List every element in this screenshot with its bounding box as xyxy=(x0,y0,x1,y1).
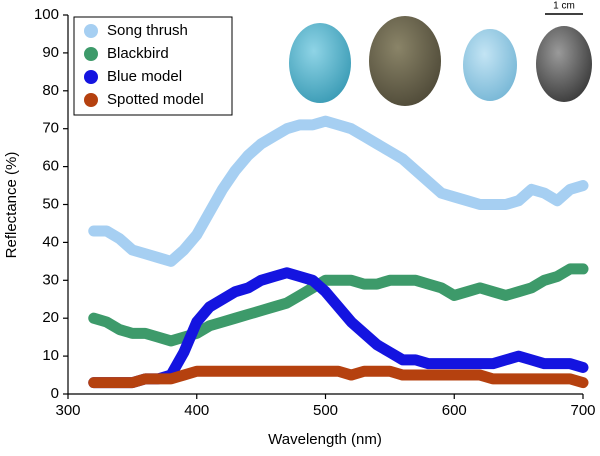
legend-marker xyxy=(84,24,98,38)
egg xyxy=(289,23,351,103)
legend: Song thrush Blackbird Blue model Spotted mo… xyxy=(73,16,233,116)
x-axis-title: Wavelength (nm) xyxy=(268,431,382,448)
x-tick-label: 500 xyxy=(313,402,338,419)
y-tick-label: 60 xyxy=(42,158,59,175)
y-axis-title: Reflectance (%) xyxy=(3,152,20,259)
egg xyxy=(536,26,592,102)
legend-label: Blackbird xyxy=(107,45,169,62)
egg xyxy=(369,16,441,106)
egg xyxy=(463,29,517,101)
legend-box xyxy=(73,16,233,116)
x-tick-label: 400 xyxy=(184,402,209,419)
legend-marker xyxy=(84,93,98,107)
legend-label: Spotted model xyxy=(107,91,204,108)
x-tick-label: 300 xyxy=(55,402,80,419)
legend-label: Song thrush xyxy=(107,22,188,39)
y-tick-label: 100 xyxy=(34,6,59,23)
y-tick-label: 70 xyxy=(42,120,59,137)
y-tick-label: 20 xyxy=(42,309,59,326)
legend-marker xyxy=(84,70,98,84)
series-line xyxy=(88,365,589,389)
scale-label: 1 cm xyxy=(553,1,575,12)
egg-photos: 1 cm xyxy=(289,1,592,106)
y-tick-label: 30 xyxy=(42,271,59,288)
y-tick-label: 50 xyxy=(42,195,59,212)
y-tick-label: 0 xyxy=(51,385,59,402)
legend-label: Blue model xyxy=(107,68,182,85)
legend-marker xyxy=(84,47,98,61)
y-tick-label: 10 xyxy=(42,347,59,364)
y-tick-label: 80 xyxy=(42,82,59,99)
series-line xyxy=(88,267,589,389)
series-line xyxy=(88,115,589,267)
y-tick-label: 90 xyxy=(42,44,59,61)
x-tick-label: 700 xyxy=(570,402,595,419)
x-tick-label: 600 xyxy=(442,402,467,419)
series-line xyxy=(88,263,589,347)
y-tick-label: 40 xyxy=(42,233,59,250)
